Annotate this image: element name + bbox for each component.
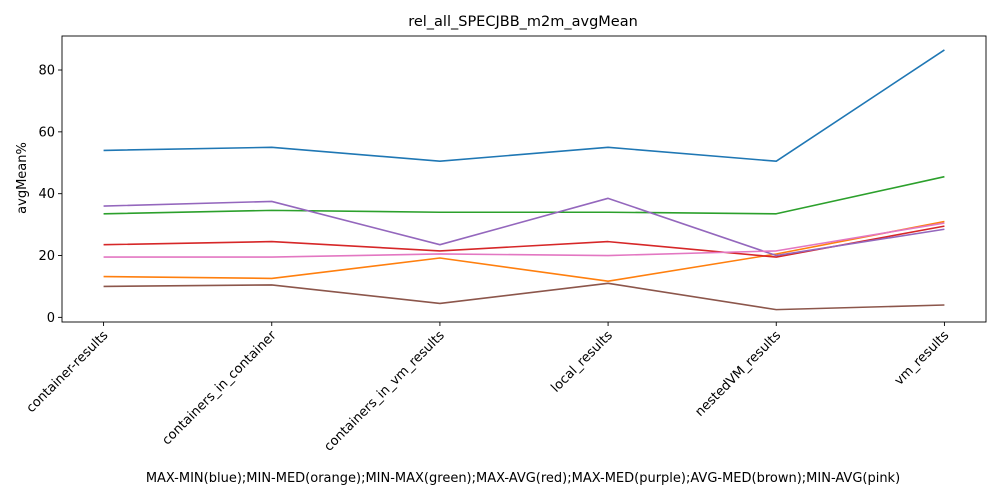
y-tick-label-3: 60 [38,125,55,140]
series-line-5 [103,282,945,311]
y-tick-label-0: 0 [47,311,55,326]
chart-title: rel_all_SPECJBB_m2m_avgMean [408,14,638,30]
series-line-4 [103,197,945,257]
series-line-1 [103,220,945,282]
series-line-2 [103,175,945,215]
x-axis-label: MAX-MIN(blue);MIN-MED(orange);MIN-MAX(gr… [146,471,900,486]
plot-frame [61,35,987,323]
y-tick-label-1: 20 [38,249,55,264]
y-tick-label-2: 40 [38,187,55,202]
series-layer [103,49,945,311]
y-axis-label: avgMean% [15,142,30,214]
series-line-6 [103,222,945,258]
y-tick-label-4: 80 [38,64,55,79]
series-line-0 [103,49,945,163]
